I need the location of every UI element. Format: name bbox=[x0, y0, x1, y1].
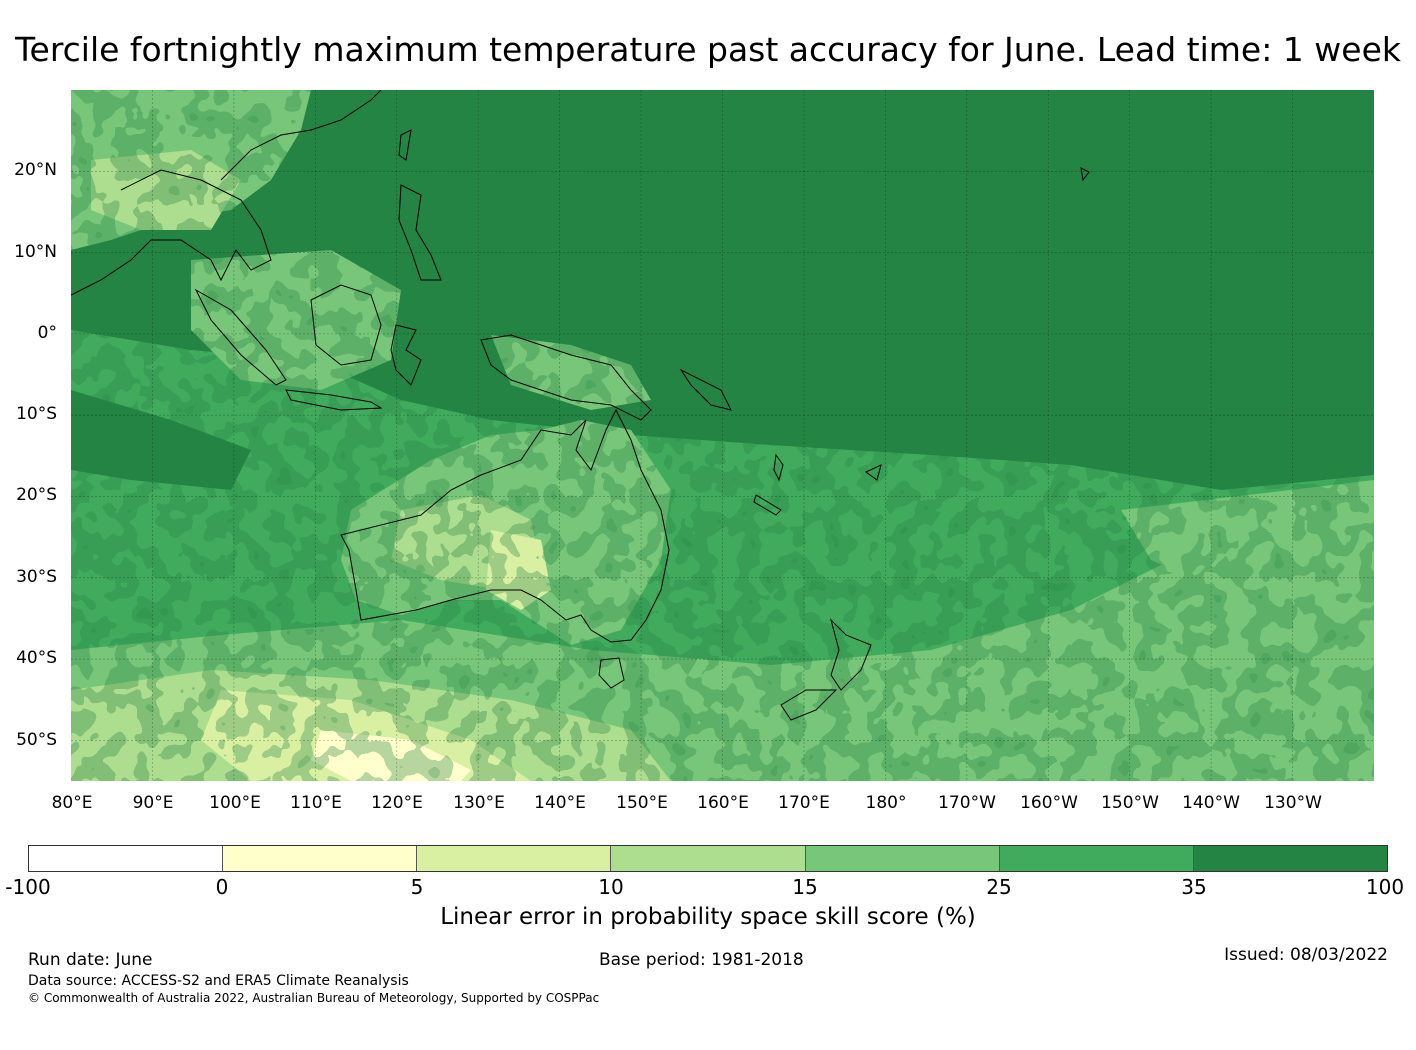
lat-label-10s: 10°S bbox=[16, 404, 57, 424]
lat-label-10n: 10°N bbox=[14, 242, 57, 262]
lat-label-40s: 40°S bbox=[16, 648, 57, 668]
coast-indochina bbox=[71, 169, 272, 296]
coast-new-caledonia bbox=[753, 494, 782, 516]
lat-label-50s: 50°S bbox=[16, 730, 57, 750]
coast-australia bbox=[340, 408, 670, 643]
gridlines bbox=[71, 90, 1374, 781]
colorbar-tick: 15 bbox=[792, 875, 818, 899]
lon-label-130w: 130°W bbox=[1264, 793, 1322, 813]
colorbar bbox=[28, 845, 1388, 872]
lon-label-160e: 160°E bbox=[697, 793, 749, 813]
colorbar-segment-5 bbox=[999, 846, 1194, 871]
coast-new-guinea bbox=[480, 334, 652, 421]
lon-label-140w: 140°W bbox=[1182, 793, 1240, 813]
lon-label-170e: 170°E bbox=[778, 793, 830, 813]
colorbar-tick: 100 bbox=[1365, 875, 1405, 899]
lon-label-160w: 160°W bbox=[1020, 793, 1078, 813]
lon-label-120e: 120°E bbox=[371, 793, 423, 813]
lat-label-20n: 20°N bbox=[14, 160, 57, 180]
skill-map bbox=[71, 90, 1374, 781]
base-period: Base period: 1981-2018 bbox=[599, 950, 804, 970]
lon-label-150w: 150°W bbox=[1101, 793, 1159, 813]
issued-date: Issued: 08/03/2022 bbox=[1224, 945, 1388, 965]
data-source: Data source: ACCESS-S2 and ERA5 Climate … bbox=[28, 973, 409, 989]
coast-sulawesi bbox=[390, 324, 422, 386]
colorbar-tick: 35 bbox=[1181, 875, 1207, 899]
colorbar-label: Linear error in probability space skill … bbox=[440, 904, 976, 930]
texture-overlay bbox=[71, 90, 1374, 781]
coast-china bbox=[220, 90, 382, 181]
colorbar-tick: -100 bbox=[5, 875, 51, 899]
coastlines bbox=[71, 90, 1090, 721]
lon-label-140e: 140°E bbox=[534, 793, 586, 813]
lon-label-110e: 110°E bbox=[290, 793, 342, 813]
lon-label-80e: 80°E bbox=[51, 793, 93, 813]
colorbar-tick: 25 bbox=[986, 875, 1012, 899]
lat-label-20s: 20°S bbox=[16, 485, 57, 505]
lat-label-30s: 30°S bbox=[16, 567, 57, 587]
lon-label-130e: 130°E bbox=[453, 793, 505, 813]
colorbar-segment-1 bbox=[223, 846, 418, 871]
lon-label-100e: 100°E bbox=[209, 793, 261, 813]
coast-taiwan bbox=[398, 129, 412, 161]
lon-label-180: 180° bbox=[865, 793, 907, 813]
coast-solomons bbox=[679, 368, 732, 411]
coast-tasmania bbox=[598, 657, 625, 689]
coast-new-zealand-north bbox=[830, 618, 872, 691]
colorbar-segment-6 bbox=[1193, 846, 1387, 871]
copyright: © Commonwealth of Australia 2022, Austra… bbox=[28, 991, 600, 1005]
lat-label-0: 0° bbox=[37, 323, 57, 343]
colorbar-segment-2 bbox=[417, 846, 612, 871]
lon-label-90e: 90°E bbox=[132, 793, 174, 813]
coast-philippines bbox=[398, 184, 442, 281]
coast-vanuatu bbox=[773, 453, 784, 482]
colorbar-segment-4 bbox=[805, 846, 1000, 871]
colorbar-tick: 0 bbox=[215, 875, 229, 899]
run-date: Run date: June bbox=[28, 950, 153, 970]
colorbar-tick: 10 bbox=[598, 875, 624, 899]
coast-fiji bbox=[865, 464, 882, 481]
colorbar-segment-0 bbox=[29, 846, 224, 871]
coast-hawaii bbox=[1080, 167, 1090, 182]
lon-label-170w: 170°W bbox=[938, 793, 996, 813]
coast-new-zealand-south bbox=[780, 689, 838, 721]
coast-sumatra bbox=[194, 288, 287, 386]
colorbar-segment-3 bbox=[611, 846, 806, 871]
coast-java bbox=[285, 389, 383, 411]
colorbar-tick: 5 bbox=[410, 875, 424, 899]
lon-label-150e: 150°E bbox=[616, 793, 668, 813]
map-title: Tercile fortnightly maximum temperature … bbox=[14, 30, 1402, 69]
coast-borneo bbox=[310, 284, 382, 366]
